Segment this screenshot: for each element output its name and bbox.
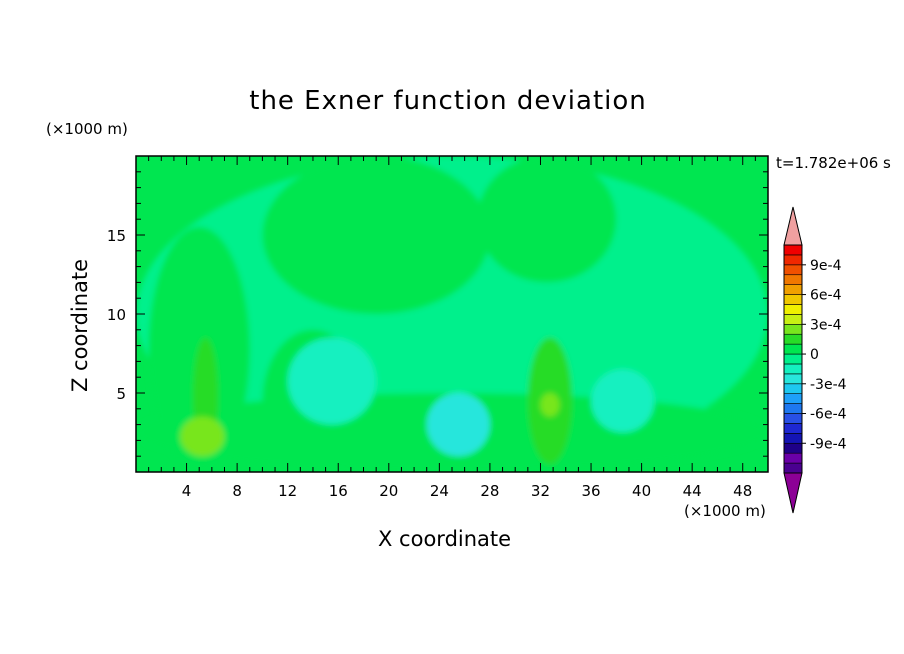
colorbar-tick-label: 9e-4 bbox=[810, 258, 842, 274]
colorbar-segment bbox=[783, 343, 803, 355]
colorbar-segment bbox=[783, 373, 803, 385]
x-tick-label: 20 bbox=[379, 482, 398, 500]
field-region-4 bbox=[477, 156, 617, 283]
chart-title: the Exner function deviation bbox=[249, 86, 647, 116]
y-tick-label: 15 bbox=[107, 227, 126, 245]
x-tick-label: 48 bbox=[733, 482, 752, 500]
colorbar-segment bbox=[783, 433, 803, 444]
colorbar-segment bbox=[783, 363, 803, 375]
field-region-7 bbox=[180, 416, 225, 457]
colorbar-segment bbox=[783, 274, 803, 285]
y-ticks: 5 10 15 bbox=[107, 171, 768, 457]
colorbar-segment bbox=[783, 244, 803, 256]
colorbar-over-triangle bbox=[783, 206, 803, 246]
colorbar-segment bbox=[783, 383, 803, 394]
colorbar-segment bbox=[783, 333, 803, 345]
x-tick-label: 4 bbox=[182, 482, 192, 500]
field-region-12 bbox=[591, 369, 655, 433]
x-axis-unit: (×1000 m) bbox=[684, 502, 766, 520]
y-tick-label: 10 bbox=[107, 306, 126, 324]
colorbar-tick-label: 0 bbox=[810, 347, 819, 363]
colorbar-segment bbox=[783, 413, 803, 424]
colorbar-segment bbox=[783, 393, 803, 404]
colorbar-segment bbox=[783, 294, 803, 305]
y-tick-label: 5 bbox=[116, 385, 126, 403]
colorbar-tick-label: 6e-4 bbox=[810, 288, 842, 304]
colorbar-segment bbox=[783, 284, 803, 295]
x-tick-label: 36 bbox=[581, 482, 600, 500]
x-tick-label: 24 bbox=[430, 482, 449, 500]
field-region-3 bbox=[262, 156, 490, 314]
field-regions bbox=[136, 156, 768, 472]
colorbar: 9e-4 6e-4 3e-4 0 -3e-4 -6e-4 -9e-4 bbox=[783, 206, 847, 514]
colorbar-segment bbox=[783, 304, 803, 315]
x-tick-label: 44 bbox=[683, 482, 702, 500]
x-axis-label: X coordinate bbox=[378, 527, 512, 551]
colorbar-tick-label: -6e-4 bbox=[810, 407, 847, 423]
colorbar-segment bbox=[783, 442, 803, 454]
x-ticks: 4 8 12 16 20 24 28 32 36 40 44 48 bbox=[148, 156, 756, 500]
colorbar-border bbox=[783, 244, 803, 474]
colorbar-under-triangle bbox=[783, 472, 803, 514]
colorbar-segment bbox=[783, 403, 803, 414]
colorbar-tick-label: 3e-4 bbox=[810, 317, 842, 333]
colorbar-segment bbox=[783, 254, 803, 266]
colorbar-tick-label: -3e-4 bbox=[810, 377, 847, 393]
time-label: t=1.782e+06 s bbox=[776, 154, 891, 172]
colorbar-segment bbox=[783, 462, 803, 474]
contour-field bbox=[136, 156, 768, 472]
colorbar-segment bbox=[783, 314, 803, 325]
colorbar-segment bbox=[783, 452, 803, 464]
field-region-10 bbox=[287, 337, 377, 425]
colorbar-tick-label: -9e-4 bbox=[810, 436, 847, 452]
x-tick-label: 32 bbox=[531, 482, 550, 500]
colorbar-segment bbox=[783, 324, 803, 335]
field-region-9 bbox=[540, 393, 560, 417]
colorbar-segment bbox=[783, 423, 803, 434]
field-region-11 bbox=[426, 393, 490, 457]
x-tick-label: 8 bbox=[232, 482, 242, 500]
y-axis-unit: (×1000 m) bbox=[46, 120, 128, 138]
colorbar-segment bbox=[783, 353, 803, 365]
x-tick-label: 40 bbox=[632, 482, 651, 500]
colorbar-segment bbox=[783, 264, 803, 276]
x-tick-label: 16 bbox=[329, 482, 348, 500]
x-tick-label: 28 bbox=[480, 482, 499, 500]
x-tick-label: 12 bbox=[278, 482, 297, 500]
